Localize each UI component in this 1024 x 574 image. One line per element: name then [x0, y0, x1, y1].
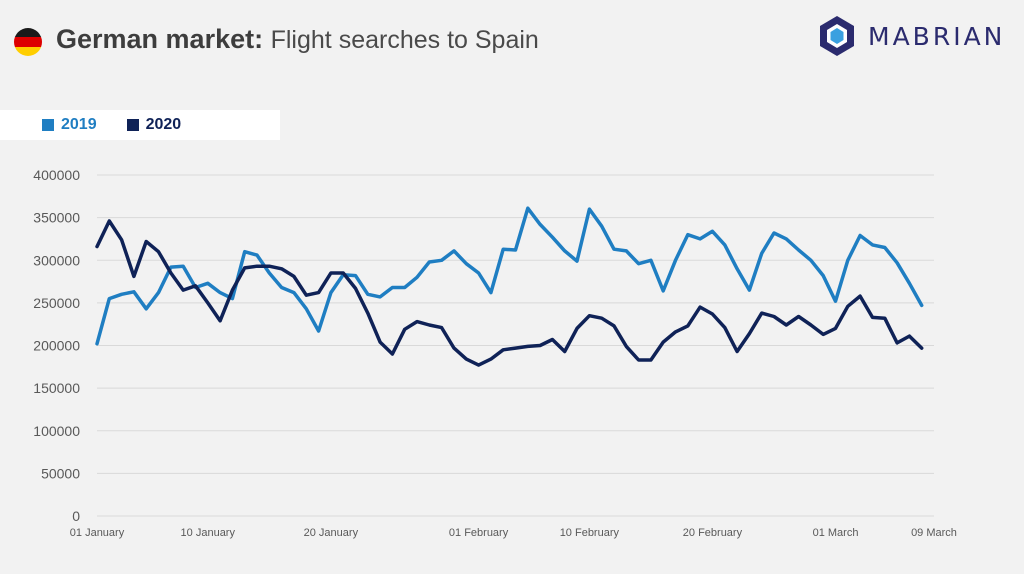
x-tick-label: 01 February: [449, 527, 509, 539]
y-tick-label: 0: [72, 508, 80, 524]
x-tick-label: 20 February: [683, 527, 743, 539]
y-tick-label: 250000: [33, 295, 80, 311]
x-tick-label: 10 February: [560, 527, 620, 539]
header: German market: Flight searches to Spain …: [0, 0, 1024, 90]
legend-swatch-2019: [42, 119, 54, 131]
title-subject: Flight searches to Spain: [270, 26, 539, 54]
flag-stripe-red: [14, 37, 42, 47]
chart-series: [95, 206, 924, 367]
x-tick-label: 10 January: [181, 527, 236, 539]
legend-label-2020: 2020: [145, 116, 182, 133]
x-tick-label: 01 March: [813, 527, 859, 539]
legend-label-2019: 2019: [61, 116, 97, 133]
line-chart: 0 50000 100000 150000 200000 250000 300000 3500…: [33, 167, 957, 539]
flag-stripe-gold: [14, 46, 42, 56]
y-tick-label: 200000: [33, 338, 80, 354]
y-tick-label: 400000: [33, 167, 80, 183]
y-tick-label: 300000: [33, 252, 80, 268]
y-tick-label: 150000: [33, 380, 80, 396]
page-title: German market: Flight searches to Spain: [56, 24, 539, 55]
chart-gridlines: [97, 174, 934, 517]
y-tick-label: 50000: [41, 465, 80, 481]
mabrian-hexagon-logo-icon: [820, 16, 854, 56]
legend-item-2020: 2020: [126, 116, 182, 134]
x-tick-label: 20 January: [304, 527, 359, 539]
y-tick-label: 100000: [33, 423, 80, 439]
series-line-2019: [95, 206, 924, 346]
x-axis-ticks: 01 January 10 January 20 January 01 Februar…: [70, 527, 957, 539]
y-axis-ticks: 0 50000 100000 150000 200000 250000 300000 3500…: [33, 167, 80, 524]
chart-legend: 2019 2020: [0, 110, 280, 140]
x-tick-label: 01 January: [70, 527, 125, 539]
title-market: German market:: [56, 24, 264, 54]
y-tick-label: 350000: [33, 210, 80, 226]
logo-text: MABRIAN: [868, 21, 1006, 51]
flag-stripe-black: [14, 28, 42, 38]
brand-logo: MABRIAN: [818, 14, 1005, 58]
legend-swatch-2020: [126, 119, 139, 131]
legend-item-2019: 2019: [42, 116, 97, 134]
series-line-2020: [95, 219, 924, 367]
x-tick-label: 09 March: [911, 527, 957, 539]
germany-flag-icon: [14, 28, 42, 56]
